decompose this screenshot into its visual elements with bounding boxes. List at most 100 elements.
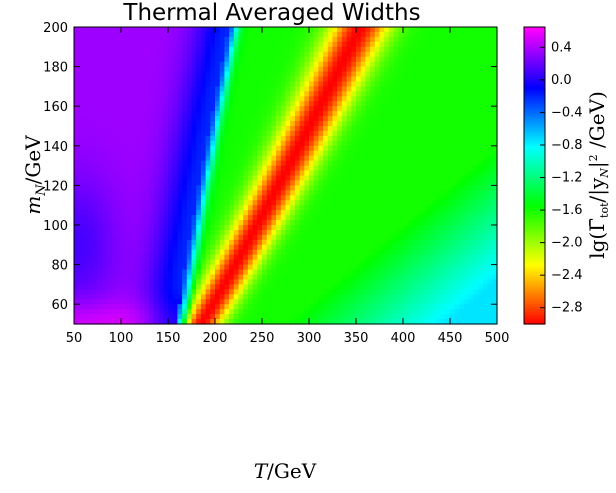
heatmap-cell: [149, 130, 155, 137]
heatmap-cell: [412, 314, 418, 320]
heatmap-cell: [323, 185, 329, 191]
heatmap-cell: [384, 319, 390, 325]
heatmap-cell: [370, 145, 376, 152]
heatmap-cell: [219, 56, 225, 63]
heatmap-cell: [252, 121, 258, 127]
heatmap-cell: [168, 244, 174, 251]
heatmap-cell: [83, 279, 89, 285]
heatmap-cell: [431, 130, 437, 137]
heatmap-cell: [370, 210, 376, 216]
heatmap-cell: [215, 61, 221, 68]
heatmap-cell: [276, 91, 282, 97]
heatmap-cell: [219, 130, 225, 137]
heatmap-cell: [379, 269, 385, 276]
heatmap-cell: [106, 239, 113, 246]
heatmap-cell: [92, 71, 99, 78]
heatmap-cell: [346, 145, 352, 152]
heatmap-cell: [290, 254, 296, 261]
heatmap-cell: [205, 86, 211, 92]
heatmap-cell: [285, 46, 291, 53]
heatmap-cell: [186, 126, 193, 132]
heatmap-cell: [168, 66, 174, 73]
heatmap-cell: [196, 229, 202, 236]
heatmap-cell: [74, 106, 80, 112]
heatmap-cell: [196, 96, 202, 102]
heatmap-cell: [374, 269, 381, 276]
heatmap-cell: [421, 319, 428, 325]
heatmap-cell: [205, 31, 211, 38]
heatmap-cell: [182, 41, 188, 48]
heatmap-cell: [393, 180, 399, 186]
heatmap-cell: [210, 254, 216, 261]
heatmap-cell: [440, 106, 446, 112]
heatmap-cell: [233, 46, 240, 53]
heatmap-cell: [83, 145, 89, 152]
heatmap-cell: [412, 150, 418, 157]
heatmap-cell: [318, 56, 324, 63]
heatmap-cell: [177, 81, 183, 87]
heatmap-cell: [374, 284, 381, 290]
heatmap-cell: [243, 96, 249, 102]
heatmap-cell: [384, 71, 390, 78]
heatmap-cell: [341, 160, 348, 167]
heatmap-cell: [360, 319, 366, 325]
heatmap-cell: [435, 195, 442, 201]
heatmap-cell: [139, 27, 146, 33]
heatmap-cell: [247, 111, 254, 117]
heatmap-cell: [229, 46, 235, 53]
heatmap-cell: [266, 215, 272, 221]
heatmap-cell: [215, 111, 221, 117]
heatmap-cell: [435, 66, 442, 73]
heatmap-cell: [388, 165, 395, 172]
heatmap-cell: [200, 314, 207, 320]
heatmap-cell: [238, 259, 244, 266]
heatmap-cell: [219, 140, 225, 147]
heatmap-cell: [172, 71, 178, 78]
heatmap-cell: [106, 314, 113, 320]
heatmap-cell: [407, 190, 413, 196]
heatmap-cell: [106, 27, 113, 33]
heatmap-cell: [121, 259, 127, 266]
heatmap-cell: [318, 180, 324, 186]
heatmap-cell: [435, 31, 442, 38]
heatmap-cell: [97, 170, 103, 177]
heatmap-cell: [130, 41, 136, 48]
heatmap-cell: [440, 51, 446, 58]
heatmap-cell: [285, 234, 291, 241]
heatmap-cell: [92, 140, 99, 147]
heatmap-cell: [332, 165, 338, 172]
heatmap-cell: [440, 170, 446, 177]
heatmap-cell: [356, 195, 362, 201]
heatmap-cell: [276, 299, 282, 305]
heatmap-cell: [290, 190, 296, 196]
heatmap-cell: [186, 51, 193, 58]
heatmap-cell: [224, 185, 230, 191]
heatmap-cell: [88, 145, 94, 152]
heatmap-cell: [83, 274, 89, 281]
heatmap-cell: [121, 269, 127, 276]
heatmap-cell: [135, 264, 141, 271]
heatmap-cell: [417, 239, 423, 246]
heatmap-cell: [111, 234, 117, 241]
heatmap-cell: [323, 86, 329, 92]
heatmap-cell: [144, 31, 150, 38]
heatmap-cell: [266, 91, 272, 97]
heatmap-cell: [158, 259, 164, 266]
heatmap-cell: [116, 254, 122, 261]
heatmap-cell: [323, 51, 329, 58]
heatmap-cell: [407, 264, 413, 271]
heatmap-cell: [130, 244, 136, 251]
heatmap-cell: [97, 299, 103, 305]
heatmap-cell: [266, 289, 272, 295]
heatmap-cell: [332, 150, 338, 157]
heatmap-cell: [426, 254, 432, 261]
heatmap-cell: [450, 210, 456, 216]
heatmap-cell: [168, 284, 174, 290]
heatmap-cell: [257, 319, 263, 325]
heatmap-cell: [379, 121, 385, 127]
heatmap-cell: [370, 91, 376, 97]
heatmap-cell: [135, 145, 141, 152]
heatmap-cell: [106, 234, 113, 241]
heatmap-cell: [78, 106, 84, 112]
heatmap-cell: [379, 249, 385, 256]
